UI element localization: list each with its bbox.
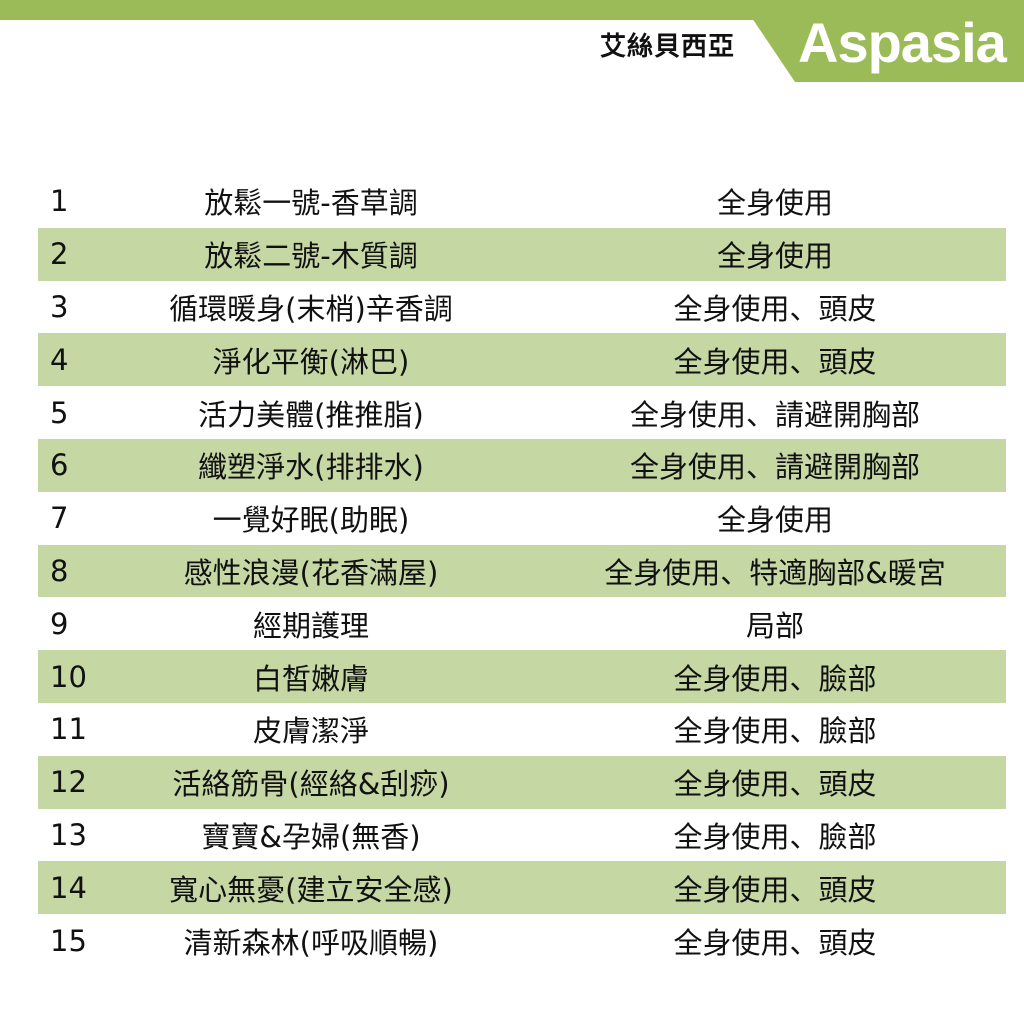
table-row: 12 活絡筋骨(經絡&刮痧) 全身使用、頭皮 [38, 755, 1006, 809]
product-name: 寶寶&孕婦(無香) [201, 819, 421, 854]
table-row: 8 感性浪漫(花香滿屋) 全身使用、特適胸部&暖宮 [38, 544, 1006, 598]
table-row: 14 寬心無憂(建立安全感) 全身使用、頭皮 [38, 861, 1006, 915]
product-name: 寬心無憂(建立安全感) [169, 872, 453, 907]
usage-area: 全身使用 [716, 239, 833, 274]
usage-area: 全身使用、臉部 [673, 661, 877, 696]
brand-logo-aspasia: Aspasia [798, 11, 1007, 74]
row-number: 15 [50, 923, 87, 958]
table-row: 13 寶寶&孕婦(無香) 全身使用、臉部 [38, 809, 1006, 862]
product-name: 清新森林(呼吸順暢) [183, 925, 439, 960]
usage-area: 局部 [745, 608, 804, 643]
row-number: 4 [50, 342, 69, 377]
table-row: 5 活力美體(推推脂) 全身使用、請避開胸部 [38, 386, 1006, 439]
usage-area: 全身使用、臉部 [673, 714, 877, 749]
product-name: 一覺好眠(助眠) [212, 503, 410, 538]
product-name: 淨化平衡(淋巴) [212, 344, 410, 379]
row-number: 12 [50, 765, 87, 800]
usage-area: 全身使用 [716, 503, 833, 538]
table-row: 2 放鬆二號-木質調 全身使用 [38, 227, 1006, 281]
product-table: 1 放鬆一號-香草調 全身使用 2 放鬆二號-木質調 全身使用 3 循環暖身(末梢)辛香調 全身… [38, 175, 1006, 967]
row-number: 6 [50, 448, 69, 483]
product-name: 放鬆二號-木質調 [204, 239, 418, 274]
product-name: 皮膚潔淨 [252, 714, 369, 749]
row-number: 2 [50, 237, 69, 272]
table-row: 1 放鬆一號-香草調 全身使用 [38, 175, 1006, 228]
top-accent-bar [0, 0, 1024, 20]
row-number: 9 [50, 606, 69, 641]
product-name: 循環暖身(末梢)辛香調 [169, 291, 453, 326]
usage-area: 全身使用、請避開胸部 [629, 397, 920, 432]
brand-name-chinese: 艾絲貝西亞 [600, 32, 736, 62]
table-row: 10 白皙嫩膚 全身使用、臉部 [38, 650, 1006, 703]
product-name: 經期護理 [252, 608, 369, 643]
logo-banner-shape [752, 18, 1024, 82]
table-row: 9 經期護理 局部 [38, 597, 1006, 650]
row-number: 13 [50, 817, 87, 852]
table-row: 15 清新森林(呼吸順暢) 全身使用、頭皮 [38, 914, 1006, 967]
product-name: 放鬆一號-香草調 [204, 186, 418, 221]
usage-area: 全身使用、頭皮 [673, 344, 877, 379]
usage-area: 全身使用 [716, 186, 833, 221]
table-row: 3 循環暖身(末梢)辛香調 全身使用、頭皮 [38, 281, 1006, 334]
usage-area: 全身使用、頭皮 [673, 872, 877, 907]
table-row: 4 淨化平衡(淋巴) 全身使用、頭皮 [38, 333, 1006, 387]
row-number: 14 [50, 870, 87, 905]
row-number: 11 [50, 712, 87, 747]
product-name: 纖塑淨水(排排水) [198, 450, 424, 485]
table-row: 7 一覺好眠(助眠) 全身使用 [38, 492, 1006, 545]
usage-area: 全身使用、頭皮 [673, 291, 877, 326]
table-row: 11 皮膚潔淨 全身使用、臉部 [38, 703, 1006, 756]
row-number: 8 [50, 553, 69, 588]
row-number: 1 [50, 184, 69, 219]
row-number: 10 [50, 659, 87, 694]
row-number: 5 [50, 395, 69, 430]
product-name: 活絡筋骨(經絡&刮痧) [172, 767, 450, 802]
product-name: 感性浪漫(花香滿屋) [183, 555, 439, 590]
table-row: 6 纖塑淨水(排排水) 全身使用、請避開胸部 [38, 438, 1006, 492]
row-number: 7 [50, 501, 69, 536]
usage-area: 全身使用、請避開胸部 [629, 450, 920, 485]
product-name: 活力美體(推推脂) [198, 397, 424, 432]
usage-area: 全身使用、臉部 [673, 819, 877, 854]
usage-area: 全身使用、頭皮 [673, 925, 877, 960]
usage-area: 全身使用、特適胸部&暖宮 [604, 555, 946, 590]
usage-area: 全身使用、頭皮 [673, 767, 877, 802]
product-name: 白皙嫩膚 [252, 661, 369, 696]
row-number: 3 [50, 289, 69, 324]
